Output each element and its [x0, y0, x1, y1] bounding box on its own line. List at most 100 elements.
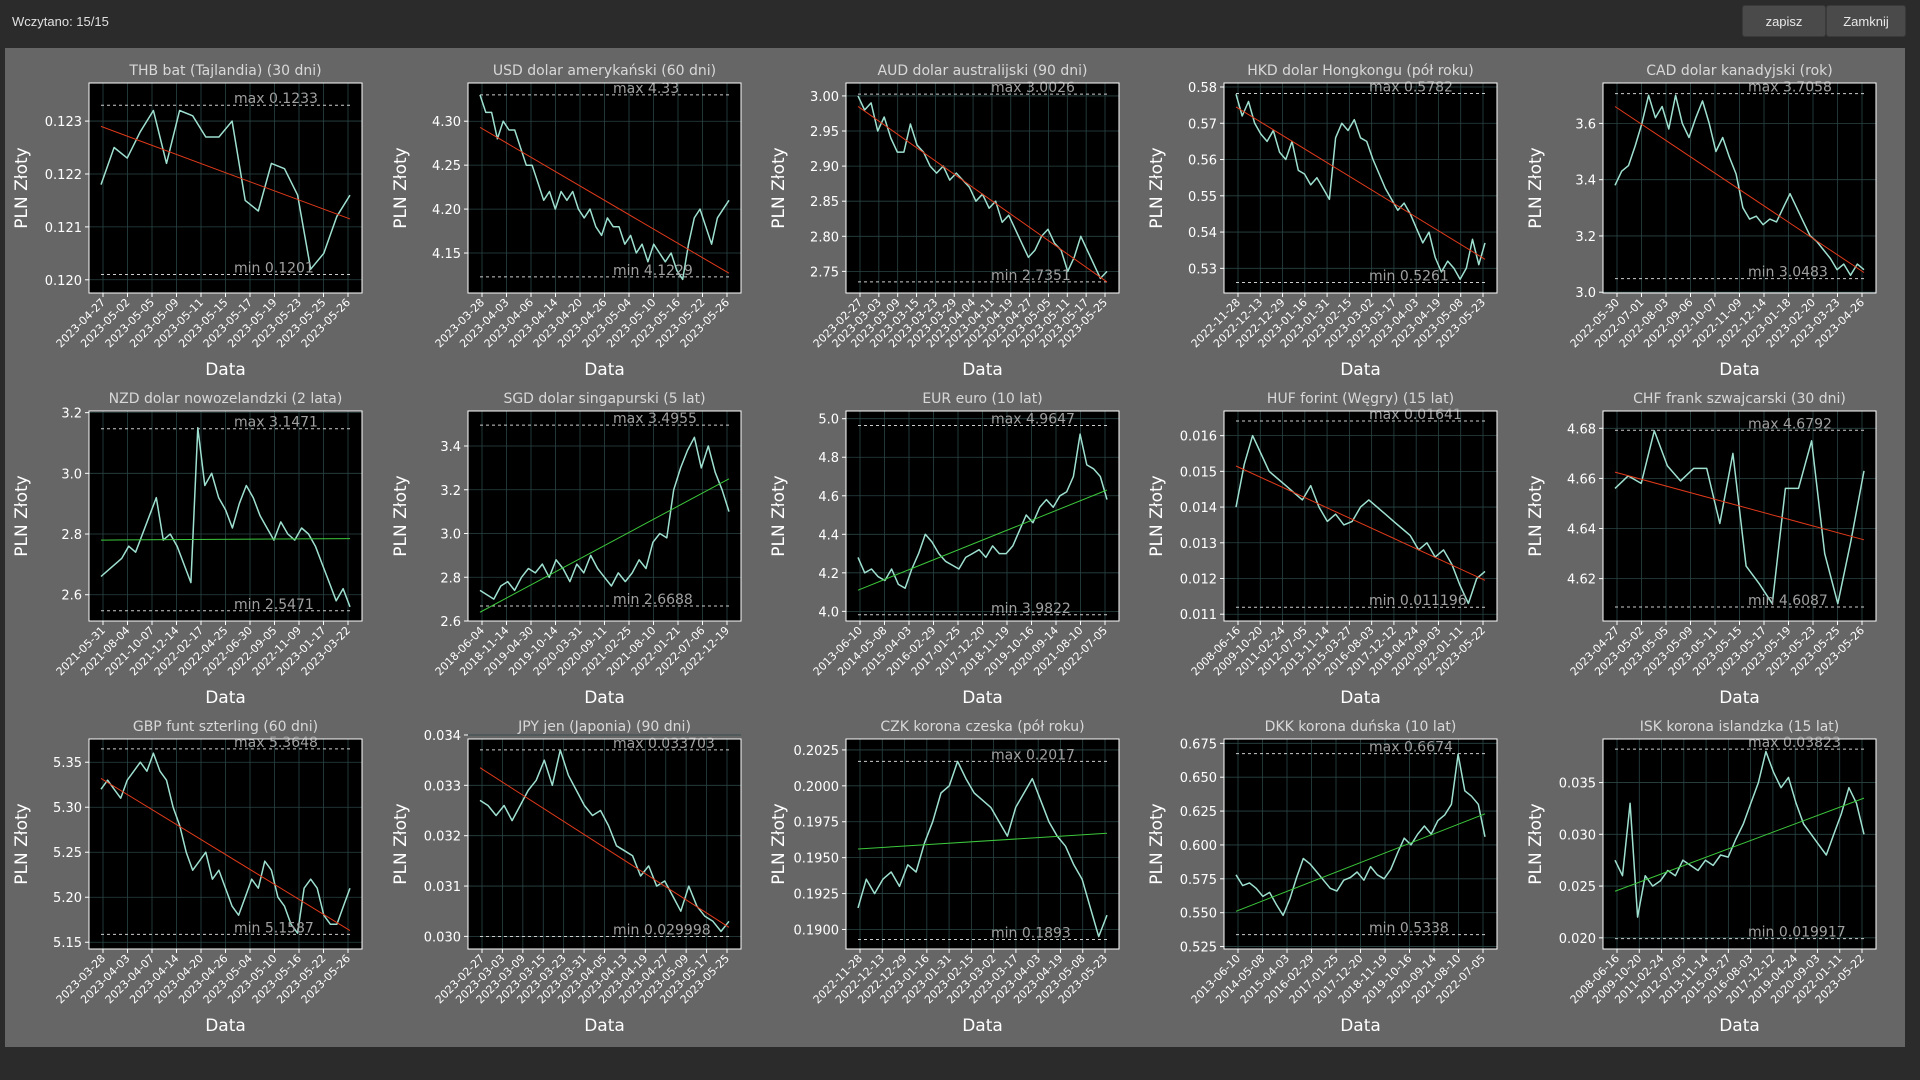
y-tick-label: 0.032: [424, 830, 461, 845]
trend-line: [1235, 106, 1486, 260]
max-label: max 0.1233: [234, 91, 318, 107]
y-tick-label: 2.6: [440, 615, 461, 630]
min-label: min 0.011196: [1369, 593, 1467, 609]
trend-line: [100, 538, 351, 541]
chart-title: CHF frank szwajcarski (30 dni): [1633, 391, 1846, 407]
y-tick-label: 4.0: [818, 605, 839, 620]
plot-frame: [88, 738, 363, 950]
y-tick-label: 0.525: [1180, 941, 1217, 956]
save-button[interactable]: zapisz: [1742, 5, 1826, 37]
min-label: min 2.7351: [991, 268, 1071, 284]
max-label: max 0.033703: [613, 736, 715, 752]
plot-frame: [1602, 82, 1877, 294]
plot-area: [1603, 739, 1876, 949]
y-axis-label: PLN Złoty: [391, 147, 411, 228]
y-tick-label: 0.625: [1180, 805, 1217, 820]
y-tick-label: 0.650: [1180, 771, 1217, 786]
x-axis-label: Data: [962, 360, 1003, 380]
y-tick-label: 0.53: [1188, 262, 1217, 277]
series-line: [1235, 753, 1486, 917]
chart-9: HUF forint (Węgry) (15 lat) 0.011 0.012 0.0…: [1147, 391, 1498, 708]
max-label: max 3.1471: [234, 415, 318, 431]
y-tick-label: 5.20: [53, 891, 82, 906]
y-tick-label: 5.35: [53, 756, 82, 771]
y-tick-label: 0.014: [1180, 501, 1217, 516]
chart-1: THB bat (Tajlandia) (30 dni) 0.120 0.121 0.…: [12, 63, 363, 380]
y-tick-label: 0.016: [1180, 430, 1217, 445]
y-tick-label: 0.1900: [794, 923, 840, 938]
max-label: max 3.4955: [613, 411, 697, 427]
y-tick-label: 0.675: [1180, 737, 1217, 752]
y-axis-label: PLN Złoty: [1526, 475, 1546, 556]
y-tick-label: 4.25: [432, 159, 461, 174]
y-tick-label: 0.020: [1559, 932, 1596, 947]
y-tick-label: 2.8: [440, 571, 461, 586]
y-tick-label: 0.575: [1180, 873, 1217, 888]
min-label: min 3.9822: [991, 601, 1071, 617]
chart-title: GBP funt szterling (60 dni): [133, 719, 318, 735]
chart-title: EUR euro (10 lat): [922, 391, 1042, 407]
x-axis-label: Data: [1340, 1016, 1381, 1036]
x-axis-label: Data: [584, 688, 625, 708]
chart-title: HUF forint (Węgry) (15 lat): [1267, 391, 1454, 407]
y-tick-label: 0.122: [45, 168, 82, 183]
y-axis-label: PLN Złoty: [769, 475, 789, 556]
x-axis-label: Data: [584, 360, 625, 380]
y-tick-label: 2.90: [810, 160, 839, 175]
plot-frame: [1223, 82, 1498, 294]
y-axis-label: PLN Złoty: [769, 147, 789, 228]
chart-title: CZK korona czeska (pół roku): [880, 719, 1084, 735]
x-axis-label: Data: [1719, 688, 1760, 708]
y-tick-label: 0.550: [1180, 907, 1217, 922]
min-label: min 4.1229: [613, 263, 693, 279]
plot-frame: [467, 738, 742, 950]
chart-4: HKD dolar Hongkongu (pół roku) 0.53 0.54 0.…: [1147, 63, 1498, 380]
chart-3: AUD dolar australijski (90 dni) 2.75 2.80 2…: [769, 63, 1120, 380]
max-label: max 0.01641: [1369, 407, 1462, 423]
trend-line: [857, 106, 1108, 283]
chart-8: EUR euro (10 lat)4.04.24.44.64.85.02013-…: [769, 391, 1120, 708]
chart-title: JPY jen (Japonia) (90 dni): [517, 719, 691, 735]
trend-line: [479, 478, 730, 613]
y-axis-label: PLN Złoty: [391, 475, 411, 556]
plot-frame: [467, 410, 742, 622]
plot-area: [1224, 411, 1497, 621]
y-axis-label: PLN Złoty: [1526, 803, 1546, 884]
min-label: min 0.1201: [234, 260, 314, 276]
min-label: min 0.5261: [1369, 268, 1449, 284]
min-label: min 3.0483: [1748, 265, 1828, 281]
x-axis-label: Data: [205, 688, 246, 708]
min-label: min 0.1893: [991, 926, 1071, 942]
chart-title: HKD dolar Hongkongu (pół roku): [1247, 63, 1474, 79]
chart-15: ISK korona islandzka (15 lat) 0.020 0.025 0…: [1526, 719, 1877, 1036]
trend-line: [100, 125, 351, 220]
y-tick-label: 3.2: [1575, 230, 1596, 245]
chart-title: CAD dolar kanadyjski (rok): [1646, 63, 1832, 79]
x-axis-label: Data: [584, 1016, 625, 1036]
y-axis-label: PLN Złoty: [12, 147, 32, 228]
max-label: max 0.2017: [991, 747, 1075, 763]
y-tick-label: 0.121: [45, 221, 82, 236]
y-tick-label: 0.030: [1559, 828, 1596, 843]
plot-frame: [1223, 410, 1498, 622]
y-tick-label: 4.2: [818, 567, 839, 582]
x-axis-label: Data: [205, 1016, 246, 1036]
charts-panel: THB bat (Tajlandia) (30 dni) 0.120 0.121 0.…: [5, 48, 1905, 1047]
y-tick-label: 0.035: [1559, 777, 1596, 792]
charts-grid: THB bat (Tajlandia) (30 dni) 0.120 0.121 0.…: [12, 63, 1877, 1036]
y-tick-label: 0.54: [1188, 226, 1217, 241]
y-tick-label: 2.75: [810, 265, 839, 280]
y-tick-label: 0.034: [424, 729, 461, 744]
max-label: max 4.9647: [991, 412, 1075, 428]
series-line: [857, 760, 1108, 938]
y-axis-label: PLN Złoty: [769, 803, 789, 884]
trend-line: [857, 832, 1108, 850]
y-tick-label: 2.95: [810, 125, 839, 140]
close-button[interactable]: Zamknij: [1826, 5, 1906, 37]
y-tick-label: 3.00: [810, 90, 839, 105]
chart-title: ISK korona islandzka (15 lat): [1640, 719, 1840, 735]
plot-frame: [1602, 738, 1877, 950]
plot-frame: [845, 82, 1120, 294]
y-tick-label: 2.6: [61, 589, 82, 604]
min-label: min 0.5338: [1369, 921, 1449, 937]
